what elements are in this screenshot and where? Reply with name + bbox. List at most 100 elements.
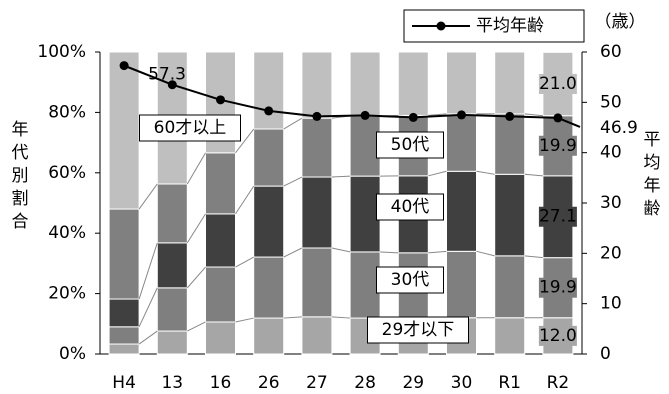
bar-segment: [205, 266, 236, 323]
x-tick-label: 27: [306, 373, 328, 393]
series-line: [331, 316, 351, 319]
series-line: [476, 170, 495, 175]
series-line: [476, 250, 495, 257]
line-marker: [167, 80, 177, 90]
series-line: [235, 256, 254, 268]
y-axis-title-char: 合: [12, 212, 29, 232]
value-label: 12.0: [539, 326, 577, 346]
x-tick-label: 28: [354, 373, 376, 393]
series-line: [186, 266, 206, 289]
segment-label: 60才以上: [154, 118, 227, 138]
value-label-bg: [538, 325, 577, 346]
x-tick-label: 30: [451, 373, 473, 393]
y2-tick-label: 20: [600, 243, 622, 263]
series-line: [186, 152, 206, 185]
y-tick-label: 40%: [48, 223, 86, 243]
legend-marker: [436, 21, 446, 31]
bar-segment: [349, 51, 381, 117]
series-line: [138, 183, 158, 210]
y2-axis-title: 平均年齢: [644, 130, 661, 219]
line-series: [123, 64, 558, 119]
x-tick-label: R2: [547, 373, 570, 393]
x-tick-label: 29: [402, 373, 424, 393]
segment-label: 50代: [391, 135, 430, 155]
series-line: [331, 175, 351, 178]
series-line: [428, 250, 447, 254]
bar-segment: [156, 183, 188, 244]
segment-label: 29才以下: [382, 320, 455, 340]
line-marker: [457, 110, 466, 120]
legend-label: 平均年齢: [476, 16, 544, 36]
bar-segment: [349, 251, 381, 319]
y-axis-title-char: 別: [12, 166, 29, 186]
y2-tick-label: 50: [600, 92, 622, 112]
bar-segment: [253, 185, 285, 258]
segment-label-box: [139, 114, 241, 142]
x-tick-label: R1: [498, 373, 521, 393]
series-line: [138, 287, 158, 328]
series-line: [524, 113, 543, 117]
bar-segment: [446, 250, 477, 319]
line-marker: [505, 111, 515, 121]
series-line: [524, 173, 543, 177]
bar-segment: [205, 321, 236, 355]
segment-label: 30代: [391, 270, 430, 290]
y2-axis-title-char: 均: [644, 153, 661, 173]
bar-segment: [494, 317, 526, 355]
line-marker: [408, 112, 418, 122]
series-line: [428, 170, 447, 177]
value-label-bg: [538, 277, 577, 298]
series-line: [138, 330, 158, 345]
leader-line: [557, 117, 581, 128]
bar-segment: [108, 343, 140, 355]
bar-segment: [349, 175, 381, 253]
series-line: [235, 317, 254, 323]
bar-segment: [397, 51, 429, 116]
y-tick-label: 80%: [48, 102, 86, 122]
value-label-bg: [538, 206, 577, 227]
bar-segment: [205, 213, 236, 268]
bar-segment: [108, 208, 140, 300]
bar-segment: [205, 152, 236, 215]
y2-tick-label: 0: [600, 344, 611, 364]
bar-segment: [494, 113, 526, 175]
bar-segment: [253, 51, 285, 130]
y2-tick-label: 60: [600, 42, 622, 62]
value-label: 19.9: [539, 136, 577, 156]
value-label-bg: [538, 135, 577, 156]
bar-segment: [108, 326, 140, 345]
value-label: 19.9: [539, 278, 577, 298]
line-marker: [119, 61, 129, 71]
x-tick-label: 16: [210, 373, 232, 393]
bar-segment: [253, 256, 285, 319]
x-tick-label: H4: [112, 373, 136, 393]
y2-axis-title-char: 齢: [644, 199, 661, 219]
value-label: 27.1: [539, 207, 577, 227]
y2-tick-label: 40: [600, 143, 622, 163]
line-marker: [312, 111, 322, 121]
series-line: [283, 316, 302, 319]
bar-segment: [301, 117, 333, 178]
y2-axis-title-char: 年: [644, 176, 661, 196]
y-axis-title-char: 年: [12, 120, 29, 140]
bar-segment: [156, 287, 188, 332]
series-line: [138, 242, 158, 300]
value-label-bg: [538, 74, 577, 95]
series-line: [283, 117, 303, 130]
series-line: [187, 321, 206, 332]
y2-tick-label: 10: [600, 294, 622, 314]
bar-segment: [494, 51, 526, 115]
x-tick-label: 26: [258, 373, 280, 393]
bar-segment: [301, 176, 333, 249]
series-line: [283, 176, 303, 187]
y2-axis-title-char: 平: [644, 130, 661, 150]
segment-label-box: [367, 316, 469, 344]
bar-segment: [108, 298, 140, 328]
series-line: [524, 255, 543, 259]
bar-segment: [446, 113, 477, 172]
segment-label: 40代: [391, 197, 430, 217]
line-value-label: 57.3: [148, 65, 186, 85]
series-line: [428, 113, 447, 116]
y-tick-label: 60%: [48, 163, 86, 183]
